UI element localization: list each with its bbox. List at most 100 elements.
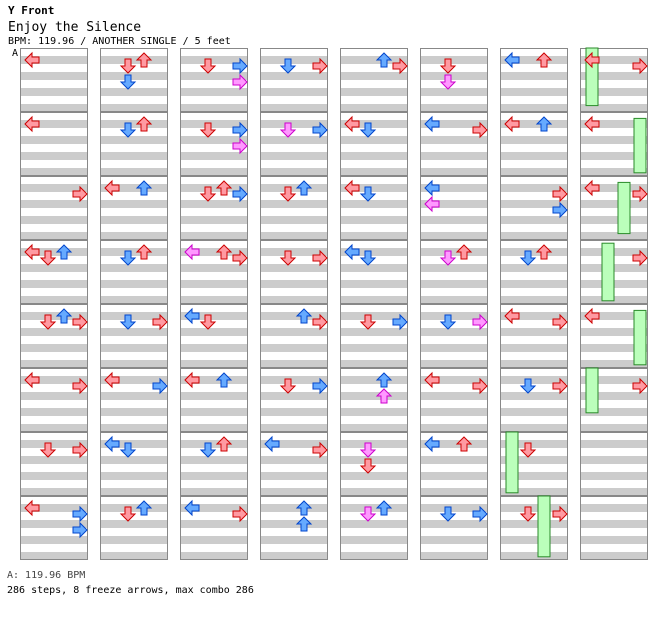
measure <box>20 304 88 368</box>
measure <box>100 176 168 240</box>
step-arrow-right <box>72 313 88 331</box>
step-arrow-down <box>39 250 57 266</box>
step-arrow-left <box>344 179 360 197</box>
measure <box>340 432 408 496</box>
step-arrow-left <box>584 307 600 325</box>
measure <box>340 304 408 368</box>
step-arrow-left <box>24 371 40 389</box>
step-arrow-down <box>519 378 537 394</box>
step-arrow-up <box>295 500 313 516</box>
measure <box>100 240 168 304</box>
measure <box>580 496 648 560</box>
measure <box>20 176 88 240</box>
step-arrow-left <box>584 179 600 197</box>
step-arrow-left <box>264 435 280 453</box>
step-arrow-down <box>119 506 137 522</box>
measure <box>420 304 488 368</box>
measure <box>420 496 488 560</box>
step-arrow-left <box>24 51 40 69</box>
step-arrow-left <box>24 115 40 133</box>
step-arrow-down <box>439 314 457 330</box>
step-arrow-right <box>632 185 648 203</box>
step-arrow-down <box>199 186 217 202</box>
step-arrow-down <box>439 506 457 522</box>
measure <box>180 176 248 240</box>
step-arrow-down <box>39 314 57 330</box>
step-arrow-right <box>152 313 168 331</box>
step-arrow-left <box>424 371 440 389</box>
step-arrow-up <box>135 244 153 260</box>
measure <box>180 496 248 560</box>
step-arrow-left <box>184 307 200 325</box>
measure <box>500 368 568 432</box>
step-arrow-left <box>584 115 600 133</box>
step-arrow-right <box>232 57 248 75</box>
step-arrow-down <box>359 458 377 474</box>
step-arrow-right <box>232 73 248 91</box>
measure <box>340 48 408 112</box>
step-arrow-right <box>552 201 568 219</box>
measure <box>100 496 168 560</box>
step-arrow-down <box>199 314 217 330</box>
step-arrow-down <box>359 314 377 330</box>
step-arrow-left <box>424 435 440 453</box>
step-arrow-down <box>519 442 537 458</box>
step-chart <box>20 47 648 560</box>
step-arrow-left <box>24 243 40 261</box>
step-arrow-left <box>184 243 200 261</box>
measure <box>100 48 168 112</box>
step-arrow-up <box>135 116 153 132</box>
step-arrow-up <box>455 436 473 452</box>
measure <box>260 48 328 112</box>
measure <box>420 48 488 112</box>
freeze-arrow <box>633 309 647 366</box>
step-arrow-right <box>472 505 488 523</box>
bpm-legend: A: 119.96 BPM <box>7 570 86 581</box>
step-arrow-right <box>632 57 648 75</box>
freeze-arrow <box>537 495 551 558</box>
step-arrow-left <box>24 499 40 517</box>
step-arrow-down <box>359 506 377 522</box>
step-arrow-down <box>359 250 377 266</box>
bpm-marker: A <box>12 48 19 59</box>
step-arrow-down <box>359 122 377 138</box>
freeze-arrow <box>601 242 615 302</box>
step-arrow-left <box>184 371 200 389</box>
step-arrow-left <box>504 51 520 69</box>
step-arrow-right <box>472 313 488 331</box>
step-arrow-up <box>295 308 313 324</box>
chart-summary: 286 steps, 8 freeze arrows, max combo 28… <box>7 585 254 596</box>
step-arrow-up <box>535 116 553 132</box>
step-arrow-right <box>232 249 248 267</box>
step-arrow-right <box>552 377 568 395</box>
step-arrow-left <box>424 115 440 133</box>
step-arrow-up <box>135 180 153 196</box>
step-arrow-down <box>519 506 537 522</box>
step-arrow-right <box>72 185 88 203</box>
measure <box>260 304 328 368</box>
freeze-arrow <box>633 117 647 174</box>
step-arrow-right <box>472 377 488 395</box>
step-arrow-down <box>279 58 297 74</box>
measure <box>260 368 328 432</box>
brand-label: Y Front <box>8 4 55 17</box>
step-arrow-right <box>552 313 568 331</box>
step-arrow-right <box>472 121 488 139</box>
step-arrow-down <box>519 250 537 266</box>
step-arrow-up <box>375 500 393 516</box>
step-arrow-up <box>215 244 233 260</box>
step-arrow-right <box>232 121 248 139</box>
freeze-arrow <box>505 431 519 494</box>
step-arrow-down <box>119 122 137 138</box>
measure <box>260 112 328 176</box>
step-arrow-left <box>104 371 120 389</box>
step-arrow-right <box>72 377 88 395</box>
step-arrow-up <box>135 52 153 68</box>
step-arrow-up <box>55 308 73 324</box>
step-arrow-down <box>199 58 217 74</box>
step-arrow-right <box>632 249 648 267</box>
measure <box>420 240 488 304</box>
measure <box>180 48 248 112</box>
step-arrow-right <box>72 505 88 523</box>
measure <box>100 304 168 368</box>
